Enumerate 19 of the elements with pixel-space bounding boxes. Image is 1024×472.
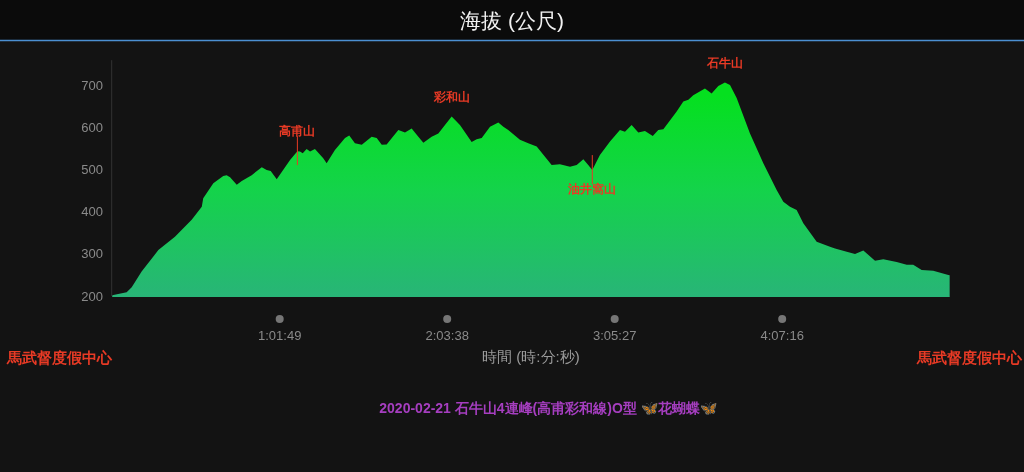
x-tick-label: 4:07:16 <box>760 327 804 343</box>
x-tick-label: 2:03:38 <box>425 327 469 343</box>
annotation: 石牛山 <box>705 55 743 70</box>
annotation: 彩和山 <box>432 89 470 104</box>
x-axis-title: 時間 (時:分:秒) <box>482 347 580 365</box>
text: 馬武督度假中心 <box>916 348 1023 366</box>
x-tick-label: 3:05:27 <box>593 327 637 343</box>
annotation: 高甫山 <box>279 124 316 139</box>
y-tick-label: 200 <box>81 288 103 304</box>
y-tick-label: 500 <box>81 162 103 178</box>
text: 2020-02-21 石牛山4連峰(高甫彩和線)O型 🦋花蝴蝶🦋 <box>379 400 718 416</box>
chart-title: 海拔 (公尺) <box>460 8 564 32</box>
y-tick-label: 400 <box>81 204 103 220</box>
text: 馬武督度假中心 <box>6 348 113 366</box>
y-tick-label: 600 <box>81 120 103 136</box>
annotation: 油井窩山 <box>567 182 617 197</box>
y-tick-label: 300 <box>81 246 103 262</box>
y-tick-label: 700 <box>81 77 103 93</box>
x-tick-label: 1:01:49 <box>258 327 302 343</box>
